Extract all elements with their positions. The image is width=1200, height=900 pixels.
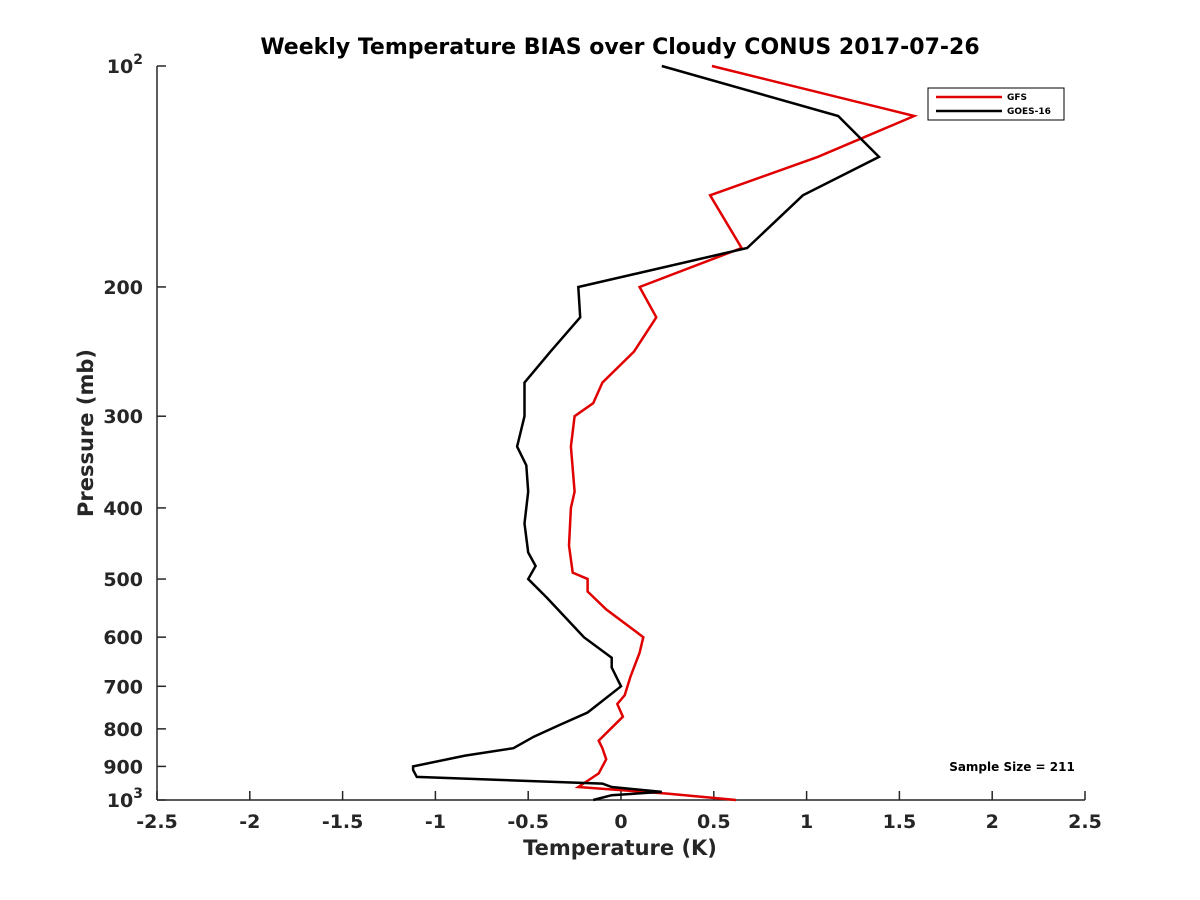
x-ticks: -2.5 -2 -1.5 -1 -0.5 0 0.5 1 1.5 2 2.5 xyxy=(136,791,1102,833)
y-tick-label: 400 xyxy=(103,498,143,520)
y-tick-label: 800 xyxy=(103,719,143,741)
x-tick-label: 1 xyxy=(800,811,813,833)
x-tick-label: -1.5 xyxy=(322,811,364,833)
x-tick-label: 0.5 xyxy=(697,811,731,833)
legend-label: GOES-16 xyxy=(1007,107,1051,117)
plot-area: -2.5 -2 -1.5 -1 -0.5 0 0.5 1 1.5 2 2.5 102 200 300 40… xyxy=(103,52,1102,833)
x-tick-label: 2.5 xyxy=(1068,811,1102,833)
series-line-gfs xyxy=(567,64,919,802)
x-tick-label: 2 xyxy=(986,811,999,833)
x-tick-label: -2 xyxy=(239,811,260,833)
legend-box xyxy=(927,87,1065,121)
series-line-goes-16 xyxy=(411,64,882,802)
y-tick-label: 103 xyxy=(107,786,143,812)
x-tick-label: -1 xyxy=(425,811,446,833)
y-axis-label: Pressure (mb) xyxy=(74,349,98,517)
y-tick-label: 200 xyxy=(103,277,143,299)
x-tick-label: -0.5 xyxy=(507,811,549,833)
x-axis-label: Temperature (K) xyxy=(523,836,717,860)
x-tick-label: -2.5 xyxy=(136,811,178,833)
sample-size-annotation: Sample Size = 211 xyxy=(949,760,1075,774)
x-tick-label: 0 xyxy=(614,811,627,833)
x-tick-label: 1.5 xyxy=(883,811,917,833)
chart-title: Weekly Temperature BIAS over Cloudy CONU… xyxy=(260,35,979,60)
y-tick-label: 900 xyxy=(103,756,143,778)
y-tick-label: 102 xyxy=(107,52,143,78)
legend: GFS GOES-16 xyxy=(927,87,1065,121)
legend-label: GFS xyxy=(1007,93,1027,103)
series-lines xyxy=(411,64,919,802)
y-tick-label: 300 xyxy=(103,406,143,428)
y-tick-label: 500 xyxy=(103,569,143,591)
y-ticks: 102 200 300 400 500 600 700 800 900 103 xyxy=(103,52,166,812)
y-tick-label: 600 xyxy=(103,627,143,649)
y-tick-label: 700 xyxy=(103,676,143,698)
